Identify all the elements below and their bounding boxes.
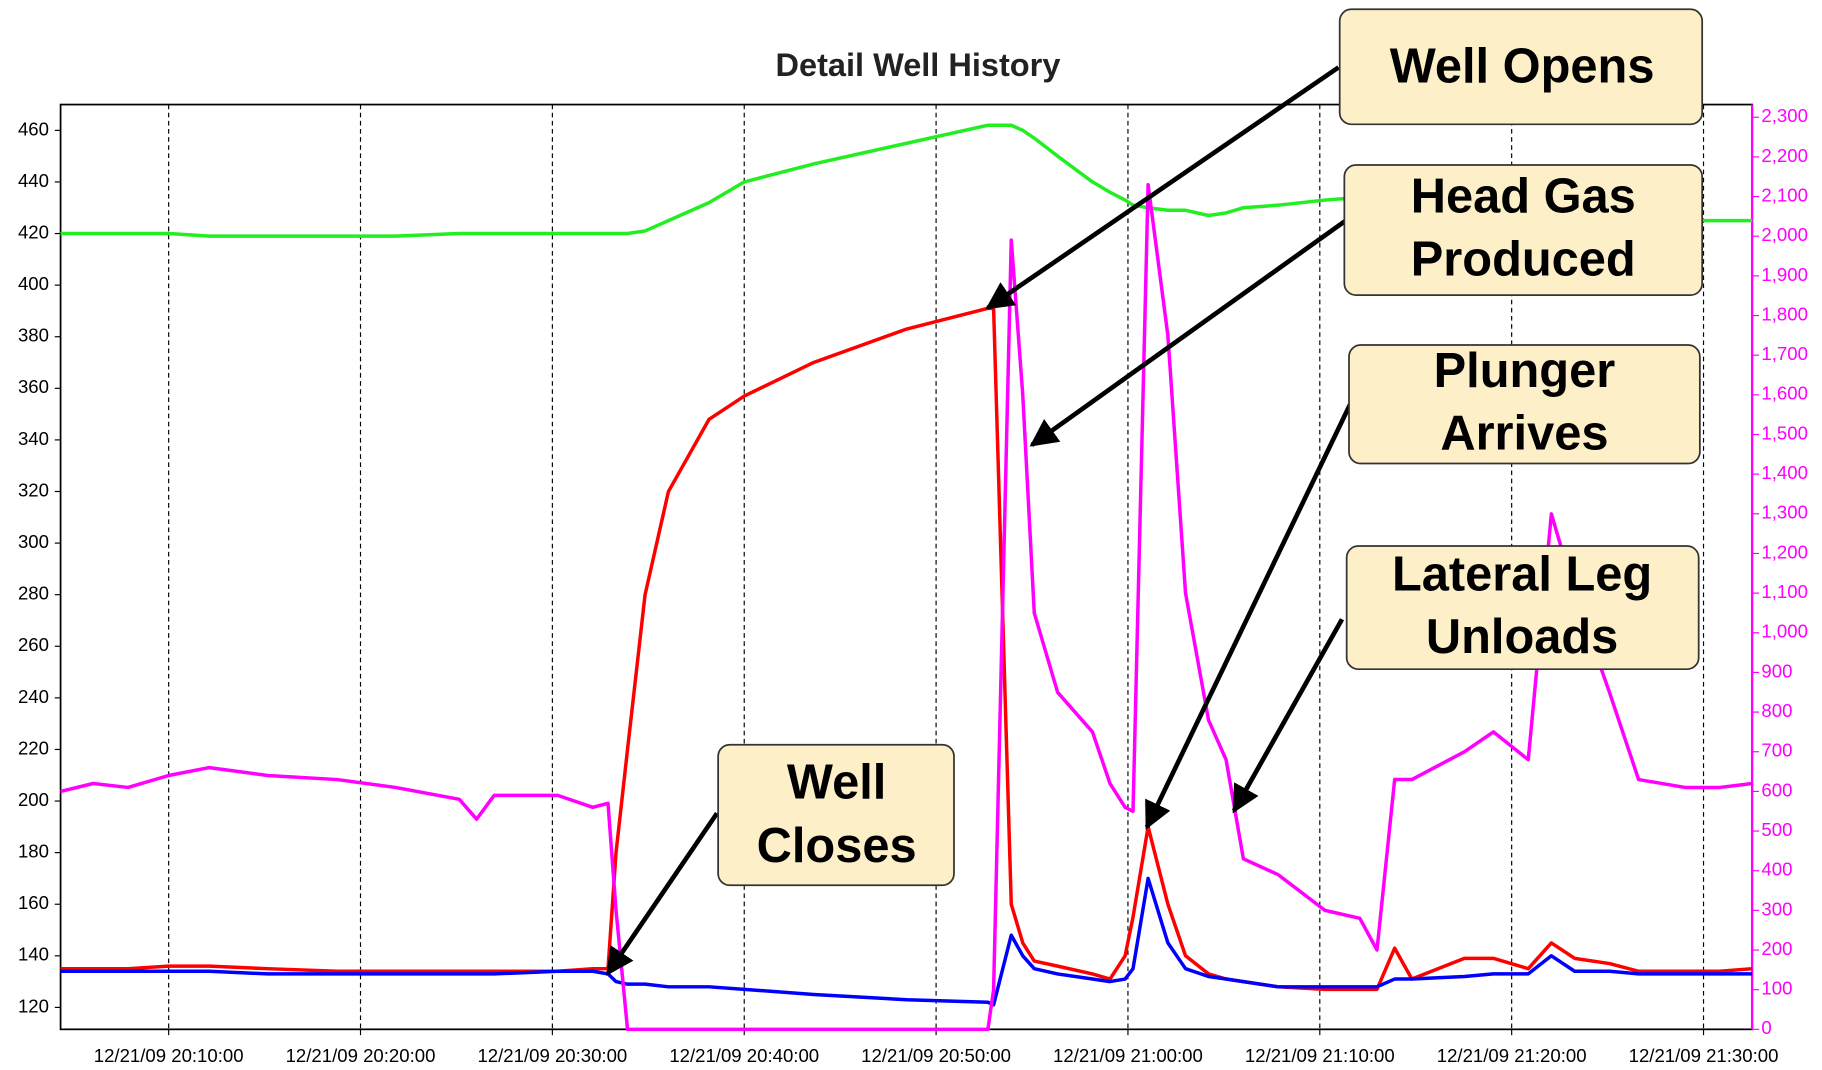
annotation-text: Produced	[1411, 232, 1636, 286]
y2-tick-label: 0	[1761, 1017, 1771, 1038]
y2-tick-label: 300	[1761, 898, 1792, 919]
annotation-text: Plunger	[1434, 344, 1616, 398]
y2-tick-label: 2,000	[1761, 224, 1808, 245]
annotation-text: Closes	[757, 819, 917, 873]
annotation-text: Lateral Leg	[1392, 547, 1652, 601]
y-tick-label: 160	[18, 892, 49, 913]
annotation-box	[1348, 344, 1701, 465]
y2-tick-label: 2,300	[1761, 105, 1808, 126]
x-tick-label: 12/21/09 20:40:00	[669, 1045, 819, 1066]
annotation-arrow	[605, 811, 719, 976]
y2-tick-label: 1,200	[1761, 541, 1808, 562]
y2-tick-label: 2,200	[1761, 145, 1808, 166]
y2-tick-label: 2,100	[1761, 184, 1808, 205]
y2-tick-label: 1,700	[1761, 343, 1808, 364]
y2-tick-label: 1,600	[1761, 383, 1808, 404]
annotation-text: Well	[787, 755, 886, 809]
annotation-arrow	[1029, 218, 1347, 447]
y2-tick-label: 600	[1761, 779, 1792, 800]
y-tick-label: 120	[18, 995, 49, 1016]
y2-tick-label: 1,000	[1761, 621, 1808, 642]
y2-tick-label: 100	[1761, 978, 1792, 999]
x-tick-label: 12/21/09 21:00:00	[1053, 1045, 1203, 1066]
annotation-text: Head Gas	[1411, 170, 1636, 224]
annotation-text: Unloads	[1426, 610, 1618, 664]
y2-tick-label: 400	[1761, 859, 1792, 880]
y2-tick-label: 700	[1761, 740, 1792, 761]
series-line	[60, 182, 1753, 1032]
annotation-box	[717, 743, 955, 887]
y-tick-label: 400	[18, 273, 49, 294]
y-tick-label: 220	[18, 737, 49, 758]
y-tick-label: 200	[18, 789, 49, 810]
y2-tick-label: 1,400	[1761, 462, 1808, 483]
y-tick-label: 340	[18, 428, 49, 449]
annotation-box	[1338, 8, 1704, 126]
annotation-arrow	[1144, 403, 1353, 830]
y2-tick-label: 1,100	[1761, 581, 1808, 602]
annotation-arrow	[1231, 618, 1345, 814]
y2-tick-label: 1,800	[1761, 303, 1808, 324]
y-tick-label: 380	[18, 325, 49, 346]
y-tick-label: 440	[18, 170, 49, 191]
y2-tick-label: 1,900	[1761, 264, 1808, 285]
x-tick-label: 12/21/09 21:30:00	[1629, 1045, 1779, 1066]
x-tick-label: 12/21/09 21:10:00	[1245, 1045, 1395, 1066]
x-tick-label: 12/21/09 20:50:00	[861, 1045, 1011, 1066]
x-tick-label: 12/21/09 20:30:00	[477, 1045, 627, 1066]
y2-tick-label: 500	[1761, 819, 1792, 840]
y-tick-label: 420	[18, 221, 49, 242]
y-tick-label: 240	[18, 686, 49, 707]
annotation-text: Arrives	[1440, 407, 1608, 461]
y-tick-label: 460	[18, 118, 49, 139]
annotation-text: Well Opens	[1390, 40, 1655, 94]
series-line	[60, 306, 1753, 992]
y2-tick-label: 1,300	[1761, 502, 1808, 523]
y2-tick-label: 200	[1761, 938, 1792, 959]
annotation-box	[1343, 164, 1704, 296]
annotation-arrow	[985, 65, 1340, 310]
x-tick-label: 12/21/09 21:20:00	[1437, 1045, 1587, 1066]
y2-tick-label: 900	[1761, 660, 1792, 681]
y-tick-label: 260	[18, 634, 49, 655]
y-tick-label: 180	[18, 841, 49, 862]
x-tick-label: 12/21/09 20:20:00	[286, 1045, 436, 1066]
y-tick-label: 300	[18, 531, 49, 552]
x-tick-label: 12/21/09 20:10:00	[94, 1045, 244, 1066]
y2-tick-label: 1,500	[1761, 422, 1808, 443]
y-tick-label: 360	[18, 376, 49, 397]
y2-tick-label: 800	[1761, 700, 1792, 721]
y-tick-label: 280	[18, 583, 49, 604]
annotation-box	[1345, 545, 1700, 671]
chart-title: Detail Well History	[776, 47, 1061, 83]
y-tick-label: 320	[18, 479, 49, 500]
series-line	[60, 876, 1753, 1007]
y-tick-label: 140	[18, 944, 49, 965]
